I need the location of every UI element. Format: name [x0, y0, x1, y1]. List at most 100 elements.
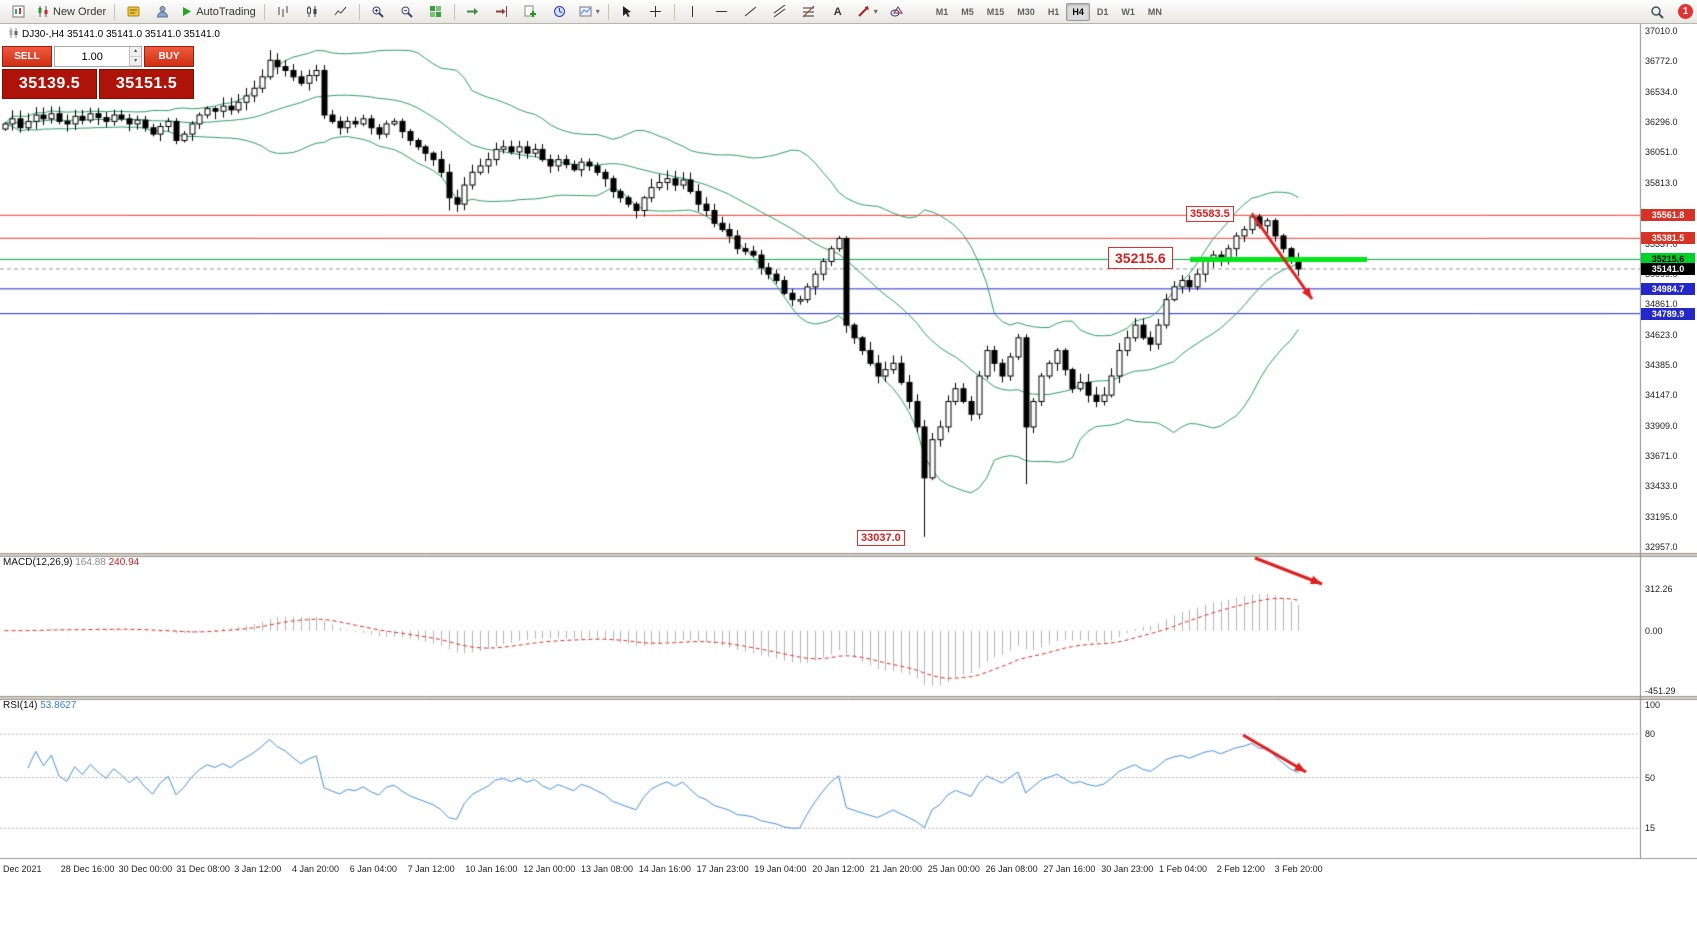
- price-tag: 35215.6: [1641, 253, 1695, 266]
- bar-chart-icon: [276, 5, 289, 18]
- templates-icon: [579, 5, 592, 18]
- candle-chart-button[interactable]: [298, 1, 326, 23]
- new-order-label: New Order: [53, 5, 107, 18]
- vertical-line-tool-button[interactable]: [679, 1, 707, 23]
- toolbar-separator: [673, 3, 675, 20]
- timeframe-d1[interactable]: D1: [1096, 6, 1109, 17]
- horizontal-line-tool-button[interactable]: [708, 1, 736, 23]
- tile-windows-icon: [429, 5, 442, 18]
- zoom-out-icon: [400, 5, 413, 18]
- price-axis-label: 34147.0: [1645, 390, 1678, 401]
- candle-chart-icon: [305, 5, 318, 18]
- time-axis-label: 20 Jan 12:00: [812, 864, 865, 874]
- auto-scroll-icon: [466, 5, 479, 18]
- accounts-button[interactable]: [148, 1, 176, 23]
- price-axis-label: 37010.0: [1645, 26, 1678, 36]
- timeframe-m15[interactable]: M15: [986, 6, 1005, 17]
- chart-shift-button[interactable]: [488, 1, 516, 23]
- volume-input[interactable]: [55, 47, 130, 66]
- time-axis-label: 3 Feb 20:00: [1274, 864, 1323, 874]
- trendline-tool-button[interactable]: [737, 1, 765, 23]
- period-button[interactable]: [546, 1, 574, 23]
- rsi-axis-label: 80: [1645, 729, 1656, 739]
- toolbar-separator: [263, 3, 265, 20]
- templates-button[interactable]: ▾: [575, 1, 604, 23]
- sell-price-display[interactable]: 35139.5: [2, 69, 97, 99]
- buy-button[interactable]: BUY: [144, 46, 194, 67]
- metaeditor-button[interactable]: [119, 1, 147, 23]
- price-axis-label: 36296.0: [1645, 117, 1678, 128]
- price-axis-label: 33433.0: [1645, 481, 1678, 492]
- time-axis-label: 2 Feb 12:00: [1216, 864, 1265, 874]
- timeframe-m5[interactable]: M5: [961, 6, 974, 17]
- shapes-icon: [890, 5, 904, 18]
- tile-windows-button[interactable]: [422, 1, 450, 23]
- price-axis-label: 36534.0: [1645, 86, 1678, 97]
- macd-label: MACD(12,26,9) 164.88 240.94: [3, 557, 139, 568]
- new-chart-button[interactable]: [4, 1, 32, 23]
- annotation-swing-low: 33037.0: [857, 530, 905, 546]
- auto-scroll-button[interactable]: [459, 1, 487, 23]
- cursor-tool-button[interactable]: [613, 1, 641, 23]
- zoom-in-button[interactable]: [364, 1, 392, 23]
- toolbar-separator: [453, 3, 455, 20]
- arrow-tools-button[interactable]: ▾: [853, 1, 882, 23]
- price-axis-label: 36772.0: [1645, 56, 1678, 67]
- fibonacci-tool-button[interactable]: [795, 1, 823, 23]
- chart-symbol-icon: [8, 28, 18, 41]
- crosshair-tool-button[interactable]: [642, 1, 670, 23]
- search-button[interactable]: [1643, 1, 1671, 23]
- time-axis-label: 3 Jan 12:00: [234, 864, 282, 874]
- toolbar-separator: [358, 3, 360, 20]
- time-axis-label: 31 Dec 08:00: [176, 864, 230, 874]
- notification-badge[interactable]: 1: [1678, 4, 1693, 19]
- timeframe-w1[interactable]: W1: [1121, 6, 1135, 17]
- search-icon: [1650, 5, 1664, 19]
- rsi-name: RSI(14): [3, 700, 38, 711]
- timeframe-h1[interactable]: H1: [1047, 6, 1060, 17]
- volume-down-button[interactable]: ▾: [130, 56, 141, 66]
- macd-axis-label: 312.26: [1645, 583, 1673, 594]
- autotrading-button[interactable]: ▶AutoTrading: [177, 1, 260, 23]
- zoom-in-icon: [371, 5, 384, 18]
- new-order-button[interactable]: New Order: [33, 1, 110, 23]
- channel-tool-button[interactable]: [766, 1, 794, 23]
- horizontal-line-icon: [715, 5, 728, 18]
- cursor-icon: [621, 5, 633, 18]
- timeframe-m30[interactable]: M30: [1017, 6, 1035, 17]
- sell-button[interactable]: SELL: [2, 46, 52, 67]
- timeframe-mn[interactable]: MN: [1147, 6, 1162, 17]
- price-axis-label: 36051.0: [1645, 147, 1678, 158]
- line-chart-button[interactable]: [327, 1, 355, 23]
- time-axis-label: Dec 2021: [3, 864, 42, 874]
- period-icon: [553, 5, 566, 18]
- shapes-tool-button[interactable]: [883, 1, 911, 23]
- text-tool-button[interactable]: A: [824, 1, 852, 23]
- one-click-trading-panel: SELL ▴ ▾ BUY 35139.5 35151.5: [2, 46, 194, 99]
- new-chart-icon: [12, 5, 25, 18]
- volume-up-button[interactable]: ▴: [130, 47, 141, 57]
- rsi-value: 53.8627: [40, 700, 77, 711]
- vertical-line-icon: [686, 5, 699, 18]
- time-axis-label: 30 Jan 23:00: [1101, 864, 1154, 874]
- price-axis-label: 32957.0: [1645, 542, 1678, 553]
- autotrading-label: AutoTrading: [196, 5, 256, 18]
- price-tag: 35381.5: [1641, 232, 1695, 245]
- price-axis-label: 34623.0: [1645, 329, 1678, 340]
- time-axis-label: 1 Feb 04:00: [1159, 864, 1208, 874]
- bar-chart-button[interactable]: [269, 1, 297, 23]
- toolbar-separator: [114, 3, 116, 20]
- trendline-icon: [744, 5, 757, 18]
- time-axis-label: 19 Jan 04:00: [754, 864, 807, 874]
- price-axis-label: 33195.0: [1645, 511, 1678, 522]
- price-axis-label: 34385.0: [1645, 359, 1678, 370]
- indicators-button[interactable]: [517, 1, 545, 23]
- zoom-out-button[interactable]: [393, 1, 421, 23]
- buy-price-display[interactable]: 35151.5: [99, 69, 194, 99]
- autotrading-icon: [181, 6, 192, 17]
- timeframe-h4[interactable]: H4: [1066, 2, 1090, 21]
- timeframe-m1[interactable]: M1: [935, 6, 949, 17]
- toolbar-separator: [607, 3, 609, 20]
